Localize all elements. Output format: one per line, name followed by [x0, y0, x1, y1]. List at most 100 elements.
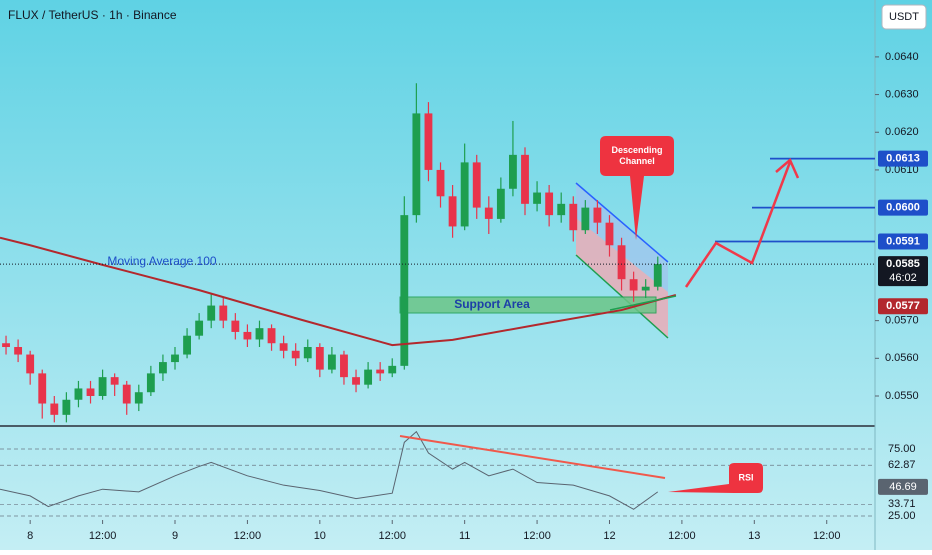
candle-body: [496, 188, 505, 219]
ma-label: Moving Average 100: [107, 254, 217, 268]
candle-body: [352, 377, 360, 385]
candle-body: [629, 279, 638, 291]
support-area: [399, 296, 657, 314]
x-tick-label: 12: [603, 530, 615, 542]
channel-label: Descending Channel: [611, 145, 663, 166]
candle-body: [255, 328, 264, 340]
candle-body: [484, 207, 493, 219]
candle-body: [303, 347, 312, 359]
x-tick-label: 8: [27, 530, 33, 542]
rsi-tick-label: 75.00: [888, 443, 916, 455]
level-label: 0.0613: [886, 153, 920, 165]
candle-body: [509, 154, 517, 189]
candle-body: [86, 388, 95, 396]
y-tick-label: 0.0570: [885, 315, 919, 327]
candle-body: [195, 320, 204, 336]
candle-body: [460, 162, 469, 227]
price-box: [878, 256, 928, 287]
candle-body: [146, 373, 155, 393]
y-tick-label: 0.0630: [885, 88, 919, 100]
y-tick-label: 0.0620: [885, 126, 919, 138]
candle-body: [653, 264, 662, 287]
rsi-trend-line: [399, 435, 666, 479]
candle-body: [38, 373, 47, 404]
moving-average: [0, 236, 677, 347]
x-tick-label: 12:00: [813, 530, 841, 542]
level-box: [878, 150, 928, 167]
rsi-box: [878, 478, 928, 495]
candle-body: [557, 203, 566, 216]
candle-body: [279, 343, 288, 351]
x-tick-label: 9: [172, 530, 178, 542]
candle-body: [388, 365, 397, 374]
y-tick-label: 0.0640: [885, 51, 919, 63]
candle-body: [98, 377, 107, 396]
candle-body: [412, 113, 421, 216]
x-tick-label: 13: [748, 530, 760, 542]
candle-body: [364, 369, 373, 385]
candle-body: [231, 320, 240, 332]
channel-callout: [600, 136, 674, 240]
rsi-label: RSI: [738, 472, 753, 482]
candle-body: [545, 192, 554, 216]
candle-body: [617, 245, 626, 280]
candle-body: [14, 347, 23, 355]
candle-body: [159, 362, 167, 374]
candle-body: [134, 392, 143, 404]
x-tick-label: 12:00: [234, 530, 262, 542]
candle-body: [291, 350, 300, 359]
candle-body: [2, 343, 10, 348]
candle-body: [472, 162, 481, 208]
candle-body: [74, 388, 83, 400]
currency-box[interactable]: [881, 4, 927, 30]
candle-body: [243, 331, 252, 340]
candle-body: [50, 403, 59, 415]
drawings-front: FLUX / TetherUS · 1h · Binance USDT Supp…: [8, 4, 927, 493]
y-tick-label: 0.0610: [885, 164, 919, 176]
x-tick-label: 12:00: [89, 530, 117, 542]
channel-top: [575, 182, 669, 263]
candle-body: [340, 354, 348, 378]
candle-body: [327, 354, 336, 370]
level-box: [878, 199, 928, 216]
rsi-value-label: 46.69: [889, 481, 917, 493]
candle-body: [267, 328, 276, 344]
data-layer: 8 12:00 9 12:00 10 12:00 11 12:00 12 12:00 13 12:00…: [0, 51, 928, 542]
candle-body: [110, 377, 119, 385]
trend-line: [609, 295, 677, 311]
candle-body: [424, 113, 433, 170]
candle-body: [593, 207, 602, 223]
candle-body: [641, 286, 650, 291]
chart-title: FLUX / TetherUS · 1h · Binance: [8, 8, 177, 22]
candle-body: [521, 154, 529, 204]
price-label: 0.0585: [886, 258, 920, 270]
x-tick-label: 11: [459, 530, 470, 542]
ma-price-label: 0.0577: [886, 300, 920, 312]
candle-body: [171, 354, 179, 363]
currency: USDT: [889, 11, 919, 23]
projection-arrow: [684, 161, 792, 288]
rsi-callout: [668, 463, 763, 493]
countdown: 46:02: [889, 272, 917, 284]
x-tick-label: 10: [314, 530, 326, 542]
candle-body: [183, 335, 191, 355]
support-label: Support Area: [454, 297, 530, 311]
rsi-tick-label: 25.00: [888, 510, 916, 522]
candle-body: [436, 169, 445, 197]
candle-body: [207, 305, 216, 321]
x-tick-label: 12:00: [668, 530, 696, 542]
x-tick-label: 12:00: [523, 530, 551, 542]
y-tick-label: 0.0560: [885, 352, 919, 364]
level-box: [878, 233, 928, 250]
candle-body: [376, 369, 385, 374]
level-label: 0.0600: [886, 202, 920, 214]
candle-body: [219, 305, 228, 321]
candle-body: [533, 192, 541, 204]
candle-body: [26, 354, 35, 374]
candle-body: [605, 222, 614, 246]
level-label: 0.0591: [886, 235, 920, 247]
candle-body: [315, 347, 324, 370]
candle-body: [448, 196, 457, 227]
